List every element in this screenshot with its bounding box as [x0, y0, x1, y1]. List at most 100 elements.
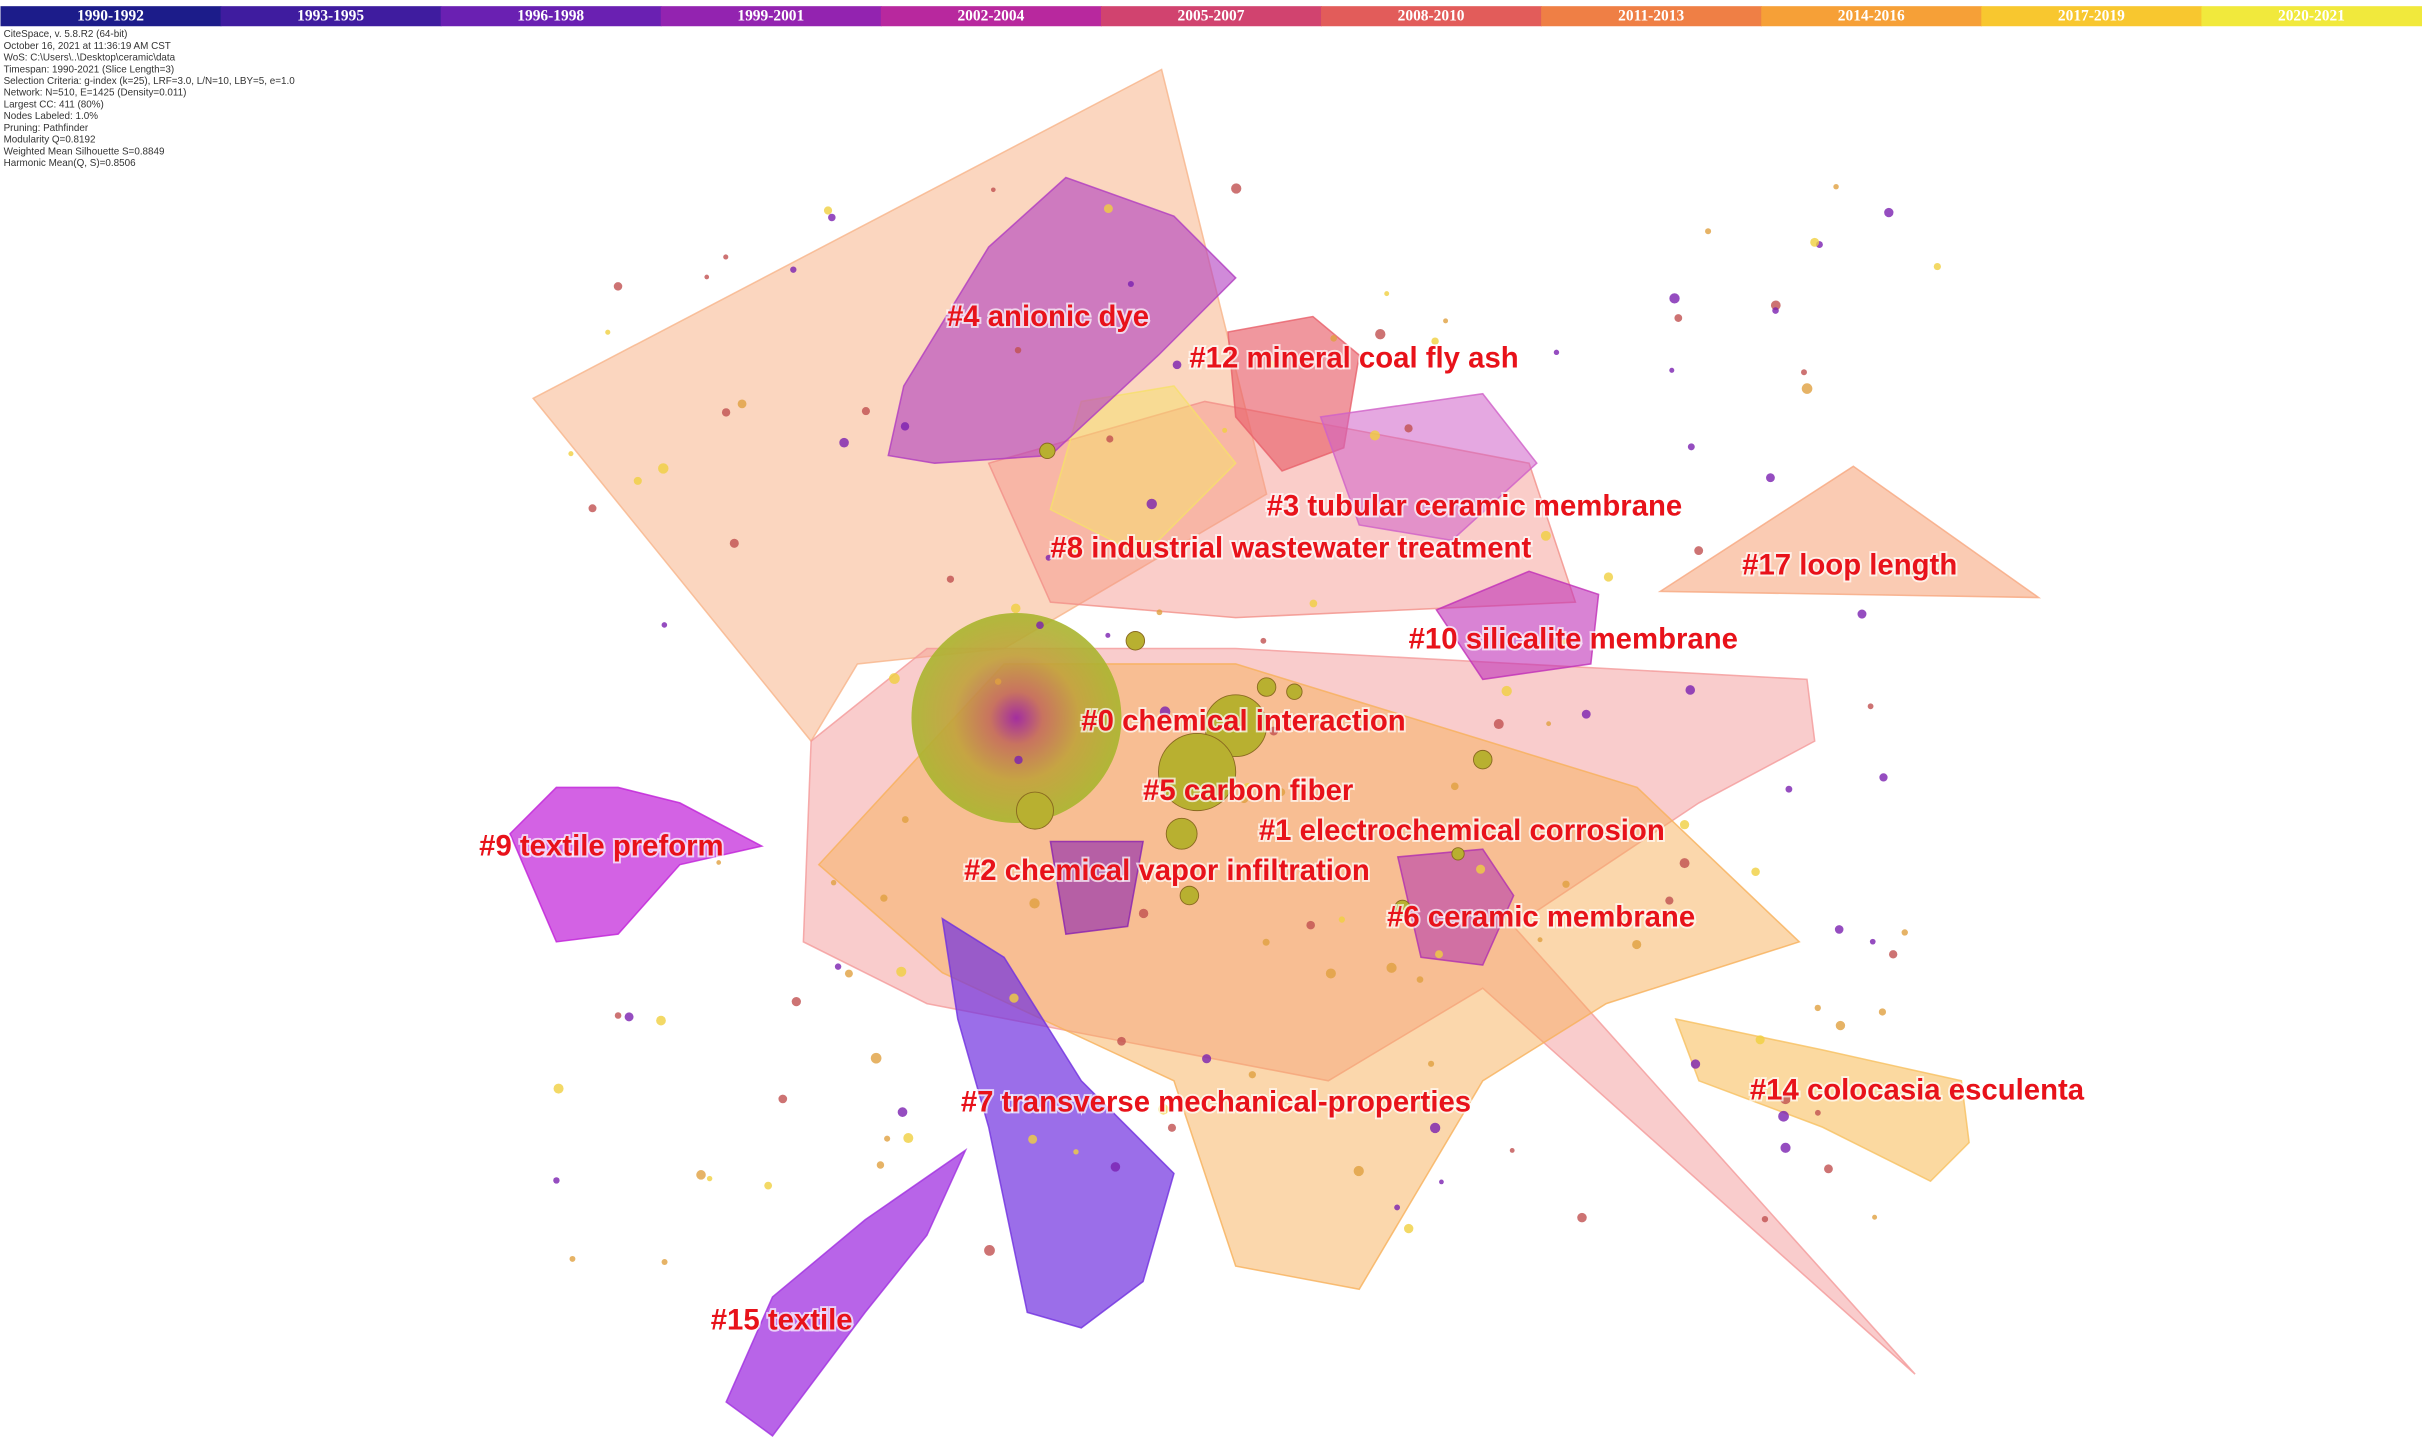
- node: [1172, 360, 1182, 370]
- node: [1286, 683, 1303, 700]
- node: [1127, 280, 1134, 288]
- node: [1509, 1148, 1515, 1153]
- node: [1036, 621, 1044, 630]
- cluster-label: #2 chemical vapor infiltration: [964, 854, 1370, 887]
- node: [1014, 755, 1023, 765]
- node: [1105, 632, 1111, 638]
- node: [1679, 820, 1690, 830]
- node: [723, 254, 729, 260]
- node: [1705, 228, 1712, 235]
- info-line: Selection Criteria: g-index (k=25), LRF=…: [4, 76, 296, 87]
- node: [1785, 785, 1793, 793]
- timeline-label: 2020-2021: [2278, 8, 2345, 25]
- node: [1146, 498, 1157, 510]
- node: [1546, 721, 1552, 727]
- node: [900, 422, 910, 431]
- node: [1879, 773, 1888, 782]
- node: [658, 463, 669, 474]
- timeline-label: 1999-2001: [737, 8, 804, 25]
- node: [830, 879, 837, 886]
- node: [1167, 1123, 1177, 1132]
- timeline-slice: [1321, 6, 1542, 27]
- timeline-slice: [1761, 6, 1983, 27]
- node: [901, 816, 909, 823]
- cluster-hull: [817, 663, 1801, 1291]
- node: [1801, 369, 1807, 376]
- node: [1801, 383, 1813, 394]
- node: [764, 1181, 773, 1190]
- info-panel: CiteSpace, v. 5.8.R2 (64-bit)October 16,…: [4, 29, 296, 169]
- node: [1451, 847, 1465, 861]
- node: [834, 963, 842, 970]
- timeline-label: 2005-2007: [1178, 8, 1245, 25]
- node: [1029, 898, 1040, 909]
- timeline-slice: [220, 6, 442, 27]
- node: [876, 1161, 885, 1169]
- node: [661, 1258, 668, 1265]
- info-line: Harmonic Mean(Q, S)=0.8506: [4, 158, 137, 169]
- node: [569, 1255, 576, 1262]
- node: [1158, 1104, 1169, 1115]
- node: [1553, 349, 1560, 356]
- node: [1429, 1122, 1441, 1134]
- node: [1562, 880, 1570, 888]
- node: [568, 451, 574, 457]
- node: [1202, 1054, 1212, 1064]
- node: [884, 1135, 891, 1142]
- node: [633, 476, 642, 485]
- cluster-label: #8 industrial wastewater treatment: [1050, 531, 1531, 564]
- cluster-hull: [725, 1148, 968, 1438]
- node: [1073, 1149, 1079, 1155]
- node: [946, 575, 955, 583]
- node: [1403, 1223, 1414, 1234]
- timeline-slice: [1541, 6, 1763, 27]
- timeline-label: 2017-2019: [2058, 8, 2125, 25]
- node: [1222, 427, 1228, 433]
- node: [553, 1177, 560, 1184]
- cluster-label: #5 carbon fiber: [1143, 774, 1353, 807]
- node: [1306, 920, 1315, 930]
- network-nodes: [553, 183, 1941, 1265]
- node: [1260, 637, 1267, 644]
- node: [1867, 703, 1874, 710]
- node: [1156, 609, 1163, 616]
- node: [1309, 599, 1318, 608]
- node: [1231, 183, 1242, 194]
- node: [1669, 293, 1680, 304]
- node: [1045, 554, 1052, 561]
- node: [1869, 938, 1876, 945]
- node: [1394, 899, 1411, 917]
- cluster-label: #17 loop length: [1742, 548, 1957, 581]
- node: [706, 1175, 713, 1182]
- node: [1125, 631, 1146, 651]
- node: [1431, 337, 1439, 345]
- node: [1679, 858, 1690, 869]
- node: [1165, 817, 1198, 850]
- node: [1669, 367, 1675, 373]
- cluster-hull: [1396, 848, 1515, 966]
- node: [553, 1083, 564, 1094]
- node: [861, 407, 870, 416]
- timeline-slice: [660, 6, 882, 27]
- node: [880, 894, 888, 902]
- cluster-label: #1 electrochemical corrosion: [1259, 814, 1665, 847]
- node: [624, 1012, 634, 1022]
- node: [1501, 685, 1512, 697]
- node: [1674, 314, 1683, 322]
- node: [614, 1012, 622, 1019]
- info-line: WoS: C:\Users\..\Desktop\ceramic\data: [4, 53, 176, 64]
- node: [1687, 443, 1695, 451]
- node: [1450, 782, 1459, 791]
- cluster-hull: [1657, 465, 2042, 599]
- node: [613, 282, 623, 291]
- node: [1778, 1110, 1789, 1122]
- node: [1330, 334, 1338, 342]
- node: [1256, 677, 1277, 697]
- node: [1068, 542, 1079, 553]
- node: [588, 504, 597, 513]
- node: [737, 399, 747, 409]
- node: [1404, 424, 1413, 433]
- node: [1384, 291, 1390, 297]
